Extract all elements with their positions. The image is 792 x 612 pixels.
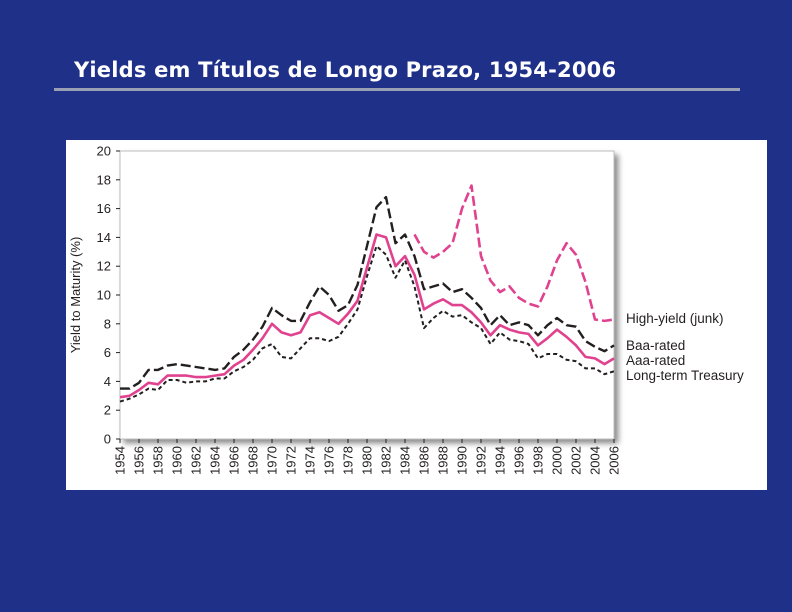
- x-tick-label: 2006: [607, 446, 622, 475]
- y-tick-label: 16: [97, 201, 111, 216]
- x-tick-label: 1980: [360, 446, 375, 475]
- x-tick-label: 1990: [455, 446, 470, 475]
- x-tick-label: 1982: [379, 446, 394, 475]
- x-tick-label: 1978: [341, 446, 356, 475]
- x-tick-label: 1960: [170, 446, 185, 475]
- legend-item: Aaa-rated: [626, 353, 685, 368]
- y-tick-label: 4: [104, 374, 111, 389]
- x-tick-label: 1972: [284, 446, 299, 475]
- series-line-long-term-treasury: [119, 245, 615, 403]
- x-tick-label: 1994: [493, 446, 508, 475]
- legend: High-yield (junk) Baa-ratedAaa-ratedLong-…: [626, 311, 744, 383]
- series-line-aaa-rated: [119, 233, 615, 399]
- x-tick-label: 1968: [246, 446, 261, 475]
- legend-item: Long-term Treasury: [626, 368, 744, 383]
- y-tick-label: 12: [97, 259, 111, 274]
- plot-area: [119, 150, 615, 440]
- x-tick-label: 1974: [303, 446, 318, 475]
- series-line-high-yield-junk: [413, 184, 615, 323]
- x-tick-label: 1956: [132, 446, 147, 475]
- y-tick-label: 20: [97, 144, 111, 159]
- legend-item: High-yield (junk): [626, 311, 724, 326]
- y-tick-label: 6: [104, 345, 111, 360]
- y-axis: 0 2 4 6 8 10 12 14 16 18 20: [97, 144, 120, 447]
- x-tick-label: 1998: [531, 446, 546, 475]
- x-tick-label: 1996: [512, 446, 527, 475]
- y-axis-title: Yield to Maturity (%): [68, 237, 83, 354]
- x-tick-label: 1954: [113, 446, 128, 475]
- x-tick-label: 1986: [417, 446, 432, 475]
- chart-panel: 0 2 4 6 8 10 12 14 16 18 20 1954 1956 1958 1960 1962 19…: [66, 140, 767, 490]
- x-tick-label: 1984: [398, 446, 413, 475]
- series-lines: [119, 184, 615, 403]
- x-tick-label: 1976: [322, 446, 337, 475]
- x-tick-label: 2004: [588, 446, 603, 475]
- x-tick-label: 1988: [436, 446, 451, 475]
- x-tick-label: 2000: [550, 446, 565, 475]
- x-tick-label: 1958: [151, 446, 166, 475]
- y-tick-label: 2: [104, 403, 111, 418]
- title-divider: [54, 88, 740, 91]
- x-tick-label: 1966: [227, 446, 242, 475]
- y-tick-label: 14: [97, 230, 111, 245]
- y-tick-label: 10: [97, 288, 111, 303]
- x-tick-label: 1964: [208, 446, 223, 475]
- x-tick-label: 1962: [189, 446, 204, 475]
- y-tick-label: 18: [97, 172, 111, 187]
- y-tick-label: 0: [104, 432, 111, 447]
- legend-item: Baa-rated: [626, 338, 685, 353]
- series-line-baa-rated: [120, 195, 615, 390]
- slide-title: Yields em Títulos de Longo Prazo, 1954-2…: [74, 58, 617, 82]
- x-tick-label: 1992: [474, 446, 489, 475]
- x-axis: 1954 1956 1958 1960 1962 1964 1966 1968 1970 1972…: [113, 439, 622, 475]
- x-tick-label: 1970: [265, 446, 280, 475]
- x-tick-label: 2002: [569, 446, 584, 475]
- y-tick-label: 8: [104, 316, 111, 331]
